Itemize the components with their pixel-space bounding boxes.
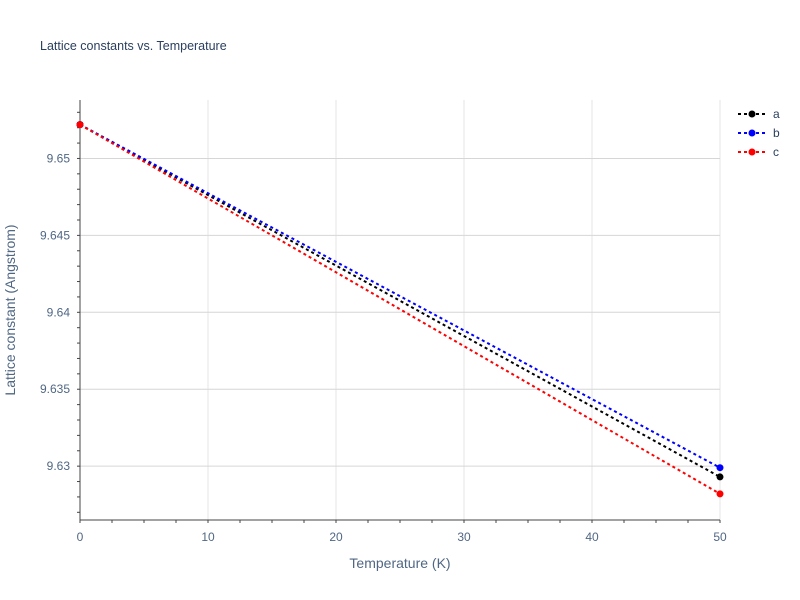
series-group bbox=[76, 121, 724, 498]
legend-item-b[interactable]: b bbox=[738, 126, 780, 140]
y-tick-label: 9.64 bbox=[47, 305, 71, 319]
x-tick-label: 50 bbox=[713, 530, 727, 544]
x-tick-label: 10 bbox=[201, 530, 215, 544]
chart-title: Lattice constants vs. Temperature bbox=[40, 39, 227, 53]
series-line-c bbox=[79, 123, 721, 495]
legend-item-c[interactable]: c bbox=[738, 145, 779, 159]
legend-label: b bbox=[773, 126, 780, 140]
legend-marker bbox=[748, 110, 756, 118]
series-line-a bbox=[79, 123, 721, 478]
y-tick-label: 9.63 bbox=[47, 459, 71, 473]
tick-labels: 0 10 20 30 40 50 9.63 9.635 9.64 9.645 9.65 bbox=[40, 151, 727, 544]
legend[interactable]: abc bbox=[738, 107, 780, 159]
legend-label: c bbox=[773, 145, 779, 159]
gridlines bbox=[80, 100, 721, 520]
legend-marker bbox=[748, 129, 756, 137]
y-tick-label: 9.65 bbox=[47, 151, 71, 165]
axes bbox=[77, 100, 721, 523]
y-axis-title: Lattice constant (Angstrom) bbox=[2, 224, 18, 395]
x-tick-label: 30 bbox=[457, 530, 471, 544]
legend-item-a[interactable]: a bbox=[738, 107, 780, 121]
data-point-a[interactable] bbox=[716, 473, 724, 481]
data-point-b[interactable] bbox=[716, 464, 724, 472]
data-point-c[interactable] bbox=[716, 490, 724, 498]
x-tick-label: 0 bbox=[77, 530, 84, 544]
y-tick-label: 9.645 bbox=[40, 228, 70, 242]
legend-marker bbox=[748, 148, 756, 156]
x-tick-label: 20 bbox=[329, 530, 343, 544]
series-line-b bbox=[79, 123, 721, 469]
x-tick-label: 40 bbox=[585, 530, 599, 544]
data-point-c[interactable] bbox=[76, 121, 84, 129]
x-axis-title: Temperature (K) bbox=[349, 555, 450, 571]
y-tick-label: 9.635 bbox=[40, 382, 70, 396]
legend-label: a bbox=[773, 107, 780, 121]
